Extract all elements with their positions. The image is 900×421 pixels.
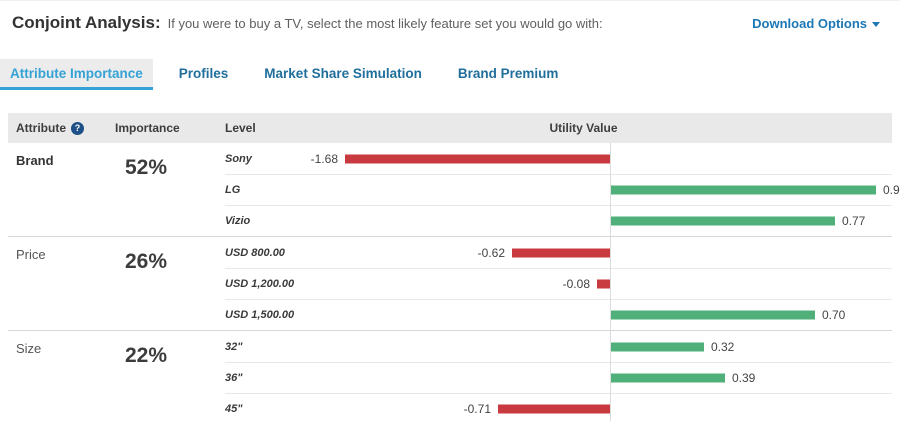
level-row-36: 36" 0.39 — [225, 362, 892, 393]
utility-value-label: -0.71 — [463, 402, 491, 416]
utility-bar — [611, 342, 704, 351]
utility-bar — [611, 310, 815, 320]
help-question-icon[interactable]: ? — [71, 121, 84, 135]
utility-bar — [611, 185, 876, 195]
level-rows: Sony -1.68 LG 0.91 Vizio 0.77 — [225, 143, 900, 236]
column-header-utility-value: Utility Value — [549, 121, 618, 135]
caret-down-icon — [872, 22, 880, 28]
level-label: 45" — [225, 403, 243, 415]
tab-bar: Attribute Importance Profiles Market Share… — [0, 59, 584, 90]
level-label: USD 800.00 — [225, 246, 285, 259]
level-label: 36" — [225, 372, 243, 384]
level-label: Vizio — [225, 215, 251, 227]
level-row-lg: LG 0.91 — [225, 174, 900, 205]
level-row-usd-1-500-00: USD 1,500.00 0.70 — [225, 299, 892, 330]
utility-bar — [512, 248, 610, 257]
level-row-usd-1-200-00: USD 1,200.00 -0.08 — [225, 268, 892, 299]
utility-bar — [345, 154, 610, 163]
page-header: Conjoint Analysis: If you were to buy a … — [12, 13, 880, 33]
attribute-group-brand: Brand 52% Sony -1.68 LG 0.91 Vizio 0.77 — [8, 143, 900, 236]
level-rows: 32" 0.32 36" 0.39 45" -0.71 — [225, 331, 892, 421]
utility-value-label: 0.32 — [711, 339, 735, 354]
download-options-button[interactable]: Download Options — [752, 13, 880, 31]
utility-value-label: 0.91 — [883, 183, 900, 197]
column-header-importance: Importance — [115, 121, 180, 135]
tab-market-share-simulation[interactable]: Market Share Simulation — [264, 66, 422, 81]
level-row-sony: Sony -1.68 — [225, 143, 892, 174]
table-header-row: Attribute ? Importance Level Utility Val… — [8, 113, 892, 143]
importance-value: 26% — [125, 250, 168, 273]
level-row-32: 32" 0.32 — [225, 331, 892, 362]
level-label: USD 1,200.00 — [225, 278, 295, 290]
column-header-attribute-label: Attribute — [16, 121, 66, 135]
attribute-group-size: Size 22% 32" 0.32 36" 0.39 45" -0.71 — [8, 330, 892, 421]
page-title: Conjoint Analysis: — [12, 13, 161, 32]
level-rows: USD 800.00 -0.62 USD 1,200.00 -0.08 USD 1,50… — [225, 237, 892, 330]
table-body: Brand 52% Sony -1.68 LG 0.91 Vizio 0.77 Price 26%… — [8, 143, 900, 421]
importance-value: 52% — [125, 156, 168, 179]
level-row-vizio: Vizio 0.77 — [225, 205, 892, 236]
utility-bar — [597, 279, 610, 289]
attribute-name: Price — [16, 247, 46, 262]
utility-value-label: 0.39 — [732, 371, 756, 385]
utility-value-label: 0.77 — [842, 214, 866, 228]
utility-value-label: 0.70 — [822, 308, 846, 322]
importance-value: 22% — [125, 344, 168, 367]
column-header-level: Level — [225, 121, 256, 135]
level-label: USD 1,500.00 — [225, 309, 295, 321]
level-label: 32" — [225, 340, 243, 353]
title-block: Conjoint Analysis: If you were to buy a … — [12, 13, 603, 33]
utility-value-label: -0.08 — [562, 277, 590, 291]
level-label: Sony — [225, 152, 252, 165]
attribute-name: Size — [16, 341, 42, 356]
download-options-label: Download Options — [752, 16, 867, 31]
utility-bar — [611, 216, 835, 226]
page-subtitle: If you were to buy a TV, select the most… — [167, 16, 603, 31]
tab-brand-premium[interactable]: Brand Premium — [457, 66, 559, 81]
utility-value-label: -1.68 — [310, 151, 338, 166]
level-row-45: 45" -0.71 — [225, 393, 892, 421]
column-header-attribute: Attribute ? — [8, 121, 100, 135]
attribute-importance-table: Attribute ? Importance Level Utility Val… — [8, 113, 900, 421]
attribute-name: Brand — [16, 153, 54, 168]
tab-attribute-importance[interactable]: Attribute Importance — [0, 59, 153, 90]
utility-value-label: -0.62 — [477, 245, 505, 260]
attribute-group-price: Price 26% USD 800.00 -0.62 USD 1,200.00 -0.08… — [8, 236, 892, 330]
utility-bar — [611, 373, 725, 383]
level-label: LG — [225, 184, 241, 196]
zero-axis-line — [610, 143, 611, 421]
utility-bar — [498, 404, 610, 414]
level-row-usd-800-00: USD 800.00 -0.62 — [225, 237, 892, 268]
tab-profiles[interactable]: Profiles — [178, 66, 229, 81]
